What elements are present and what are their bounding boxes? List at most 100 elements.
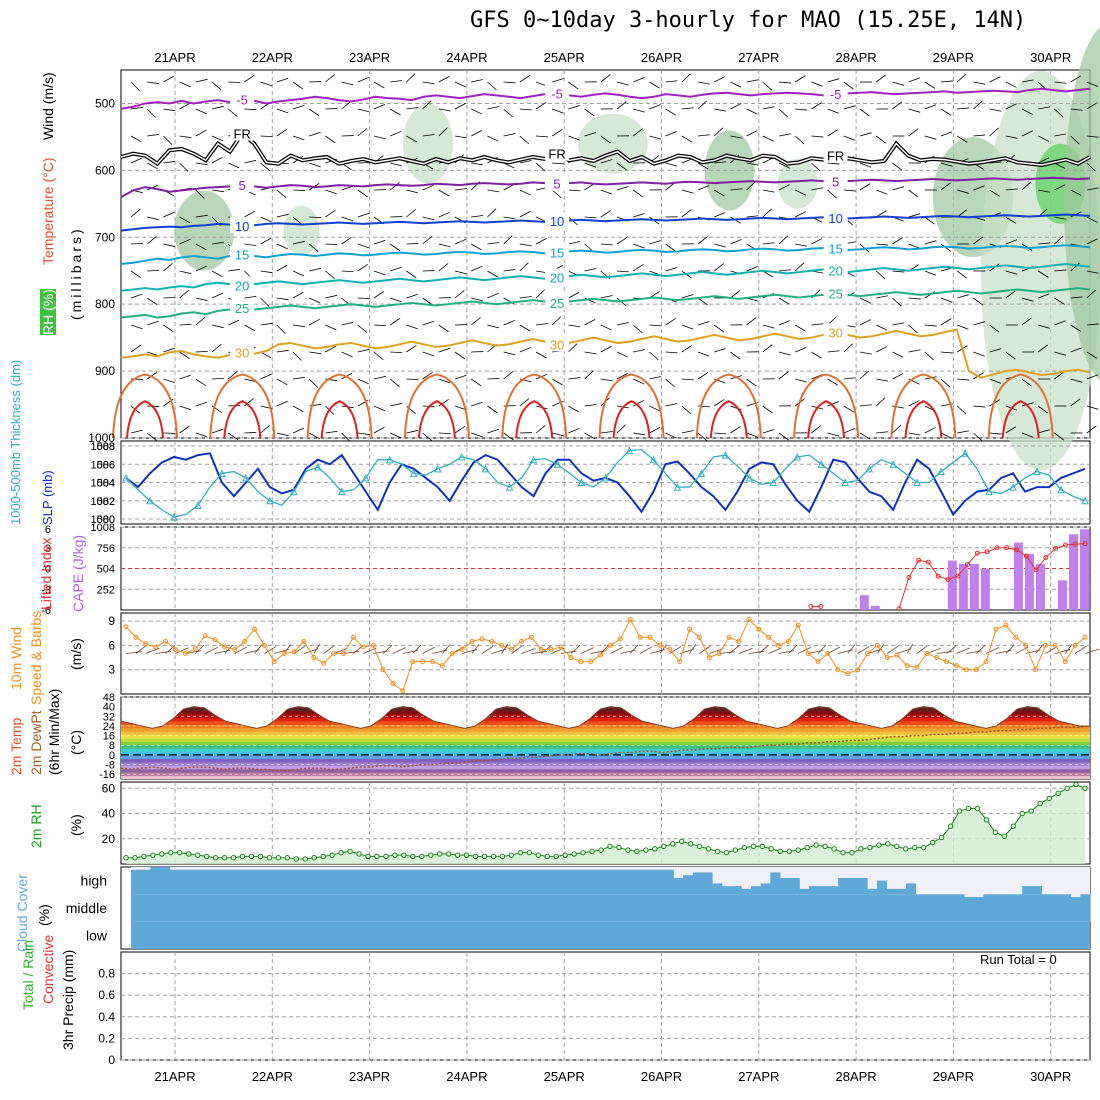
wind-barb [195,162,208,166]
wind-barb [389,378,400,388]
wind-barb [357,243,370,249]
rh-area [126,784,1085,864]
cape-axis-label: CAPE (J/kg) [70,534,86,612]
isotherm-label-bg [823,172,848,189]
wind10m-marker [1042,642,1048,648]
cloud-bar-high [276,869,287,895]
wind-barb [406,73,416,83]
wind-barb [762,106,775,110]
wind-barb [746,79,759,83]
wind-barb [989,127,999,137]
cloud-bar-high [402,869,413,895]
wind-barb [600,295,613,299]
wind-barb [714,108,727,112]
cloud-bar-middle [324,894,335,922]
rh-marker [571,851,577,857]
wind-barb [843,81,854,90]
cloud-bar-middle [470,894,481,922]
cloud-bar-middle [896,894,907,922]
wind10m-barb [887,645,899,654]
wind-barb [876,189,888,195]
wind-barb [876,346,888,353]
precip-tick-label: 0.4 [98,1010,115,1024]
cloud-bar-high [789,877,800,895]
wind10m-marker [331,651,337,656]
cloud-bar-middle [537,894,548,922]
wind-barb [471,401,483,407]
wind10m-marker [716,651,722,656]
wind10m-marker [1072,642,1078,648]
wind-barb [519,243,532,247]
wind-barb [762,189,775,193]
wind-barb [373,135,386,140]
wind-barb [665,243,676,252]
cloud-bar-high [189,869,200,895]
wind-barb [730,426,741,434]
isotherm-5 [120,176,1091,199]
temperature-axis-label: Temperature (°C) [40,157,56,265]
rh-marker [876,842,882,848]
cloud-bar-middle [828,894,839,922]
rh-marker [320,853,326,860]
wind-barb [487,208,497,218]
wind-barb [973,405,986,408]
wind-barb [227,108,238,118]
wind-barb [422,297,433,306]
rh-marker [1055,790,1061,797]
wind-barb [309,216,322,219]
wind-barb [665,351,678,354]
wind-barb [357,297,370,300]
isotherm-label-bg [230,343,255,360]
wind10m-barb [580,647,594,654]
wind-barb [876,378,889,382]
rh-marker [598,847,604,853]
wind-barb [503,269,516,272]
cloud-bar-high [227,869,238,895]
wind-barb [130,208,141,218]
slp-marker [553,460,562,468]
wind-barb [843,105,856,110]
wind-barb [244,397,254,407]
isotherm-label: 5 [553,177,560,192]
wind10m-marker [538,646,544,652]
wind-barb [681,430,694,434]
wind-barb [681,209,692,218]
wind-barb [762,135,774,142]
wind-barb [179,405,192,411]
cloud-bar-middle [915,894,926,922]
wind-barb [600,378,613,382]
rh-marker [912,844,918,851]
wind-barb [373,324,387,327]
wind-barb [454,238,467,245]
rh-marker [428,852,434,858]
wind-barb [697,297,708,306]
lifted-index-marker [896,606,902,612]
rh-marker [356,851,362,857]
slp-marker [457,452,466,461]
wind-barb [762,324,775,329]
wind-barb [341,216,354,222]
date-label-bottom: 28APR [835,1069,876,1084]
temp2m-unit-label: (°C) [68,729,84,755]
wind10m-marker [291,649,297,655]
wind-barb [649,135,662,140]
wind-barb [503,351,516,356]
date-label-bottom: 24APR [446,1069,487,1084]
wind-barb [908,189,919,198]
wind-barb [130,157,143,164]
wind-barb [325,294,338,299]
wind-barb [503,319,515,326]
wind-barb [778,351,791,356]
wind-barb [713,263,724,272]
wind-barb [454,270,467,275]
rh-tick-label: 60 [102,781,116,795]
wind-barb [746,432,759,438]
cloud-bar-middle [508,894,519,922]
cloud-bar-middle [983,894,994,922]
wind-barb [616,373,628,380]
cloud-bar-middle [392,894,403,922]
wind-barb [1037,344,1049,353]
wind-barb [147,162,158,170]
wind-barb [325,430,338,434]
isotherm-label-bg [545,335,570,352]
